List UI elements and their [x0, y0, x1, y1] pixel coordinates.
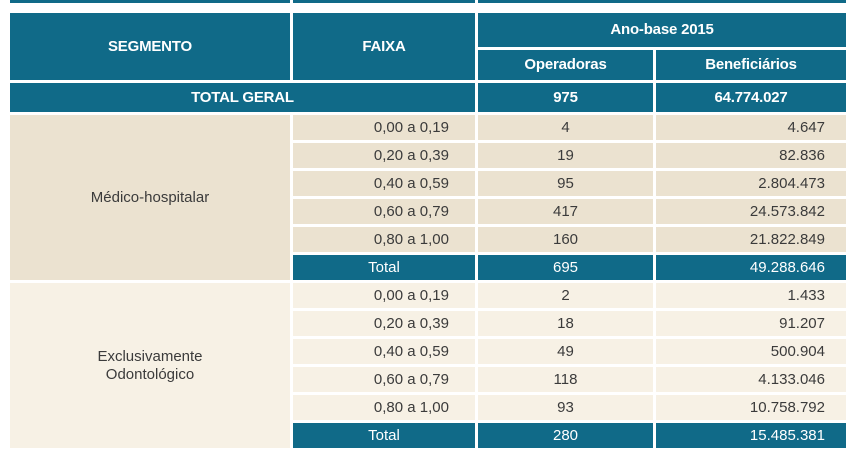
col-header-faixa: FAIXA	[293, 13, 475, 80]
cell-faixa: 0,40 a 0,59	[293, 339, 475, 364]
cell-operadoras: 18	[478, 311, 653, 336]
section-total-operadoras: 695	[478, 255, 653, 280]
cell-faixa: 0,00 a 0,19	[293, 283, 475, 308]
cell-operadoras: 417	[478, 199, 653, 224]
cell-faixa: 0,60 a 0,79	[293, 199, 475, 224]
cell-operadoras: 49	[478, 339, 653, 364]
cell-faixa: 0,20 a 0,39	[293, 311, 475, 336]
section-total-label: Total	[293, 255, 475, 280]
cell-operadoras: 118	[478, 367, 653, 392]
cell-faixa: 0,60 a 0,79	[293, 367, 475, 392]
segment-cell: Exclusivamente Odontológico	[10, 283, 290, 448]
top-border-anobase	[478, 0, 846, 3]
cell-beneficiarios: 82.836	[656, 143, 846, 168]
top-border-segmento	[10, 0, 290, 3]
total-geral-beneficiarios: 64.774.027	[656, 83, 846, 112]
cell-operadoras: 2	[478, 283, 653, 308]
cell-operadoras: 93	[478, 395, 653, 420]
section-total-beneficiarios: 15.485.381	[656, 423, 846, 448]
rating-table: SEGMENTO FAIXA Ano-base 2015 Operadoras …	[10, 0, 846, 448]
total-geral-operadoras: 975	[478, 83, 653, 112]
cell-operadoras: 19	[478, 143, 653, 168]
col-header-beneficiarios: Beneficiários	[656, 50, 846, 80]
section-total-label: Total	[293, 423, 475, 448]
cell-beneficiarios: 2.804.473	[656, 171, 846, 196]
cell-operadoras: 95	[478, 171, 653, 196]
cell-beneficiarios: 1.433	[656, 283, 846, 308]
cell-beneficiarios: 4.133.046	[656, 367, 846, 392]
section-total-operadoras: 280	[478, 423, 653, 448]
cell-operadoras: 4	[478, 115, 653, 140]
cell-beneficiarios: 21.822.849	[656, 227, 846, 252]
col-header-ano-base: Ano-base 2015	[478, 13, 846, 47]
col-header-segmento: SEGMENTO	[10, 13, 290, 80]
total-geral-label: TOTAL GERAL	[10, 83, 475, 112]
cell-faixa: 0,40 a 0,59	[293, 171, 475, 196]
cell-operadoras: 160	[478, 227, 653, 252]
cell-faixa: 0,80 a 1,00	[293, 227, 475, 252]
cell-beneficiarios: 24.573.842	[656, 199, 846, 224]
cell-beneficiarios: 500.904	[656, 339, 846, 364]
cell-faixa: 0,80 a 1,00	[293, 395, 475, 420]
cell-beneficiarios: 4.647	[656, 115, 846, 140]
section-total-beneficiarios: 49.288.646	[656, 255, 846, 280]
col-header-operadoras: Operadoras	[478, 50, 653, 80]
cell-beneficiarios: 91.207	[656, 311, 846, 336]
cell-beneficiarios: 10.758.792	[656, 395, 846, 420]
cell-faixa: 0,20 a 0,39	[293, 143, 475, 168]
top-border-faixa	[293, 0, 475, 3]
cell-faixa: 0,00 a 0,19	[293, 115, 475, 140]
segment-cell: Médico-hospitalar	[10, 115, 290, 280]
